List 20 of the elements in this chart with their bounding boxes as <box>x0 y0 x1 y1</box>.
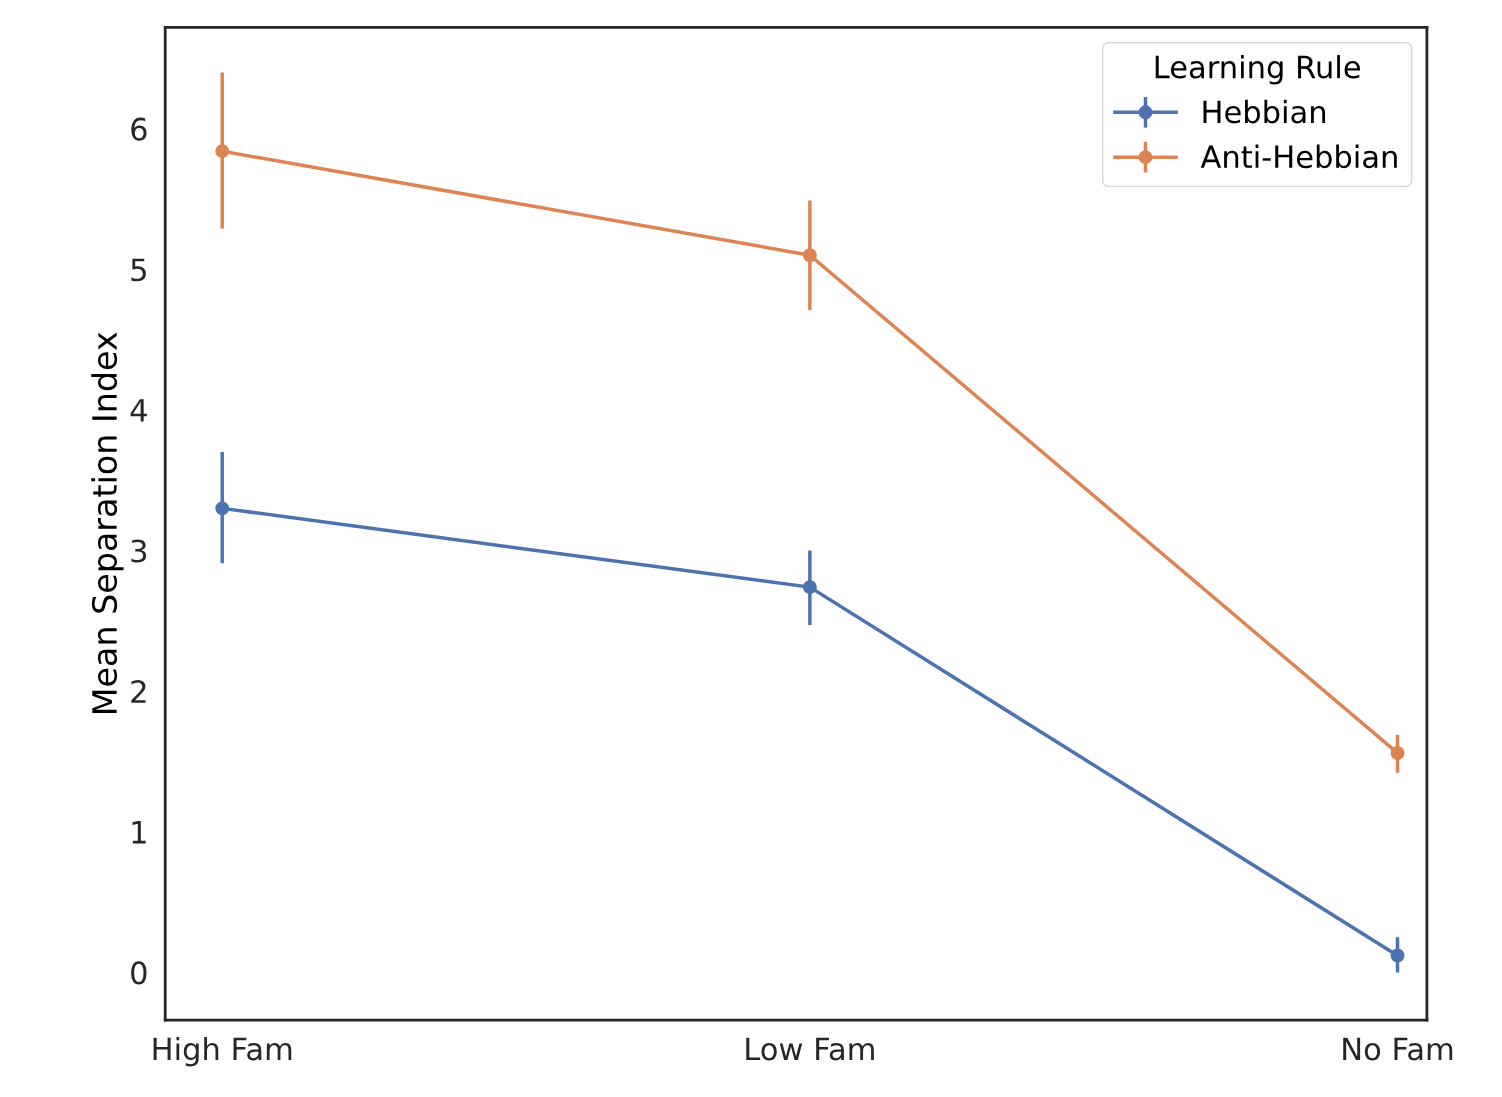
legend-label: Anti-Hebbian <box>1200 144 1397 169</box>
point <box>1390 746 1405 760</box>
legend-label: Hebbian <box>1203 99 1326 124</box>
y-tick-label: 5 <box>131 258 146 282</box>
point <box>215 144 230 159</box>
y-tick-label: 4 <box>130 399 147 422</box>
legend-title: Learning Rule <box>1155 54 1360 85</box>
y-tick-label: 0 <box>131 961 147 985</box>
y-axis-title: Mean Separation Index <box>91 332 124 714</box>
x-tick-label: High Fam <box>153 1036 292 1067</box>
point <box>802 248 817 263</box>
y-tick-label: 3 <box>131 539 147 563</box>
x-tick-label: No Fam <box>1343 1037 1453 1061</box>
x-tick-label: Low Fam <box>746 1037 874 1061</box>
point <box>1390 948 1405 963</box>
point <box>802 580 817 595</box>
y-tick-label: 2 <box>131 680 146 703</box>
point <box>215 501 230 516</box>
y-tick-label: 1 <box>132 821 146 844</box>
y-tick-label: 6 <box>131 117 147 141</box>
